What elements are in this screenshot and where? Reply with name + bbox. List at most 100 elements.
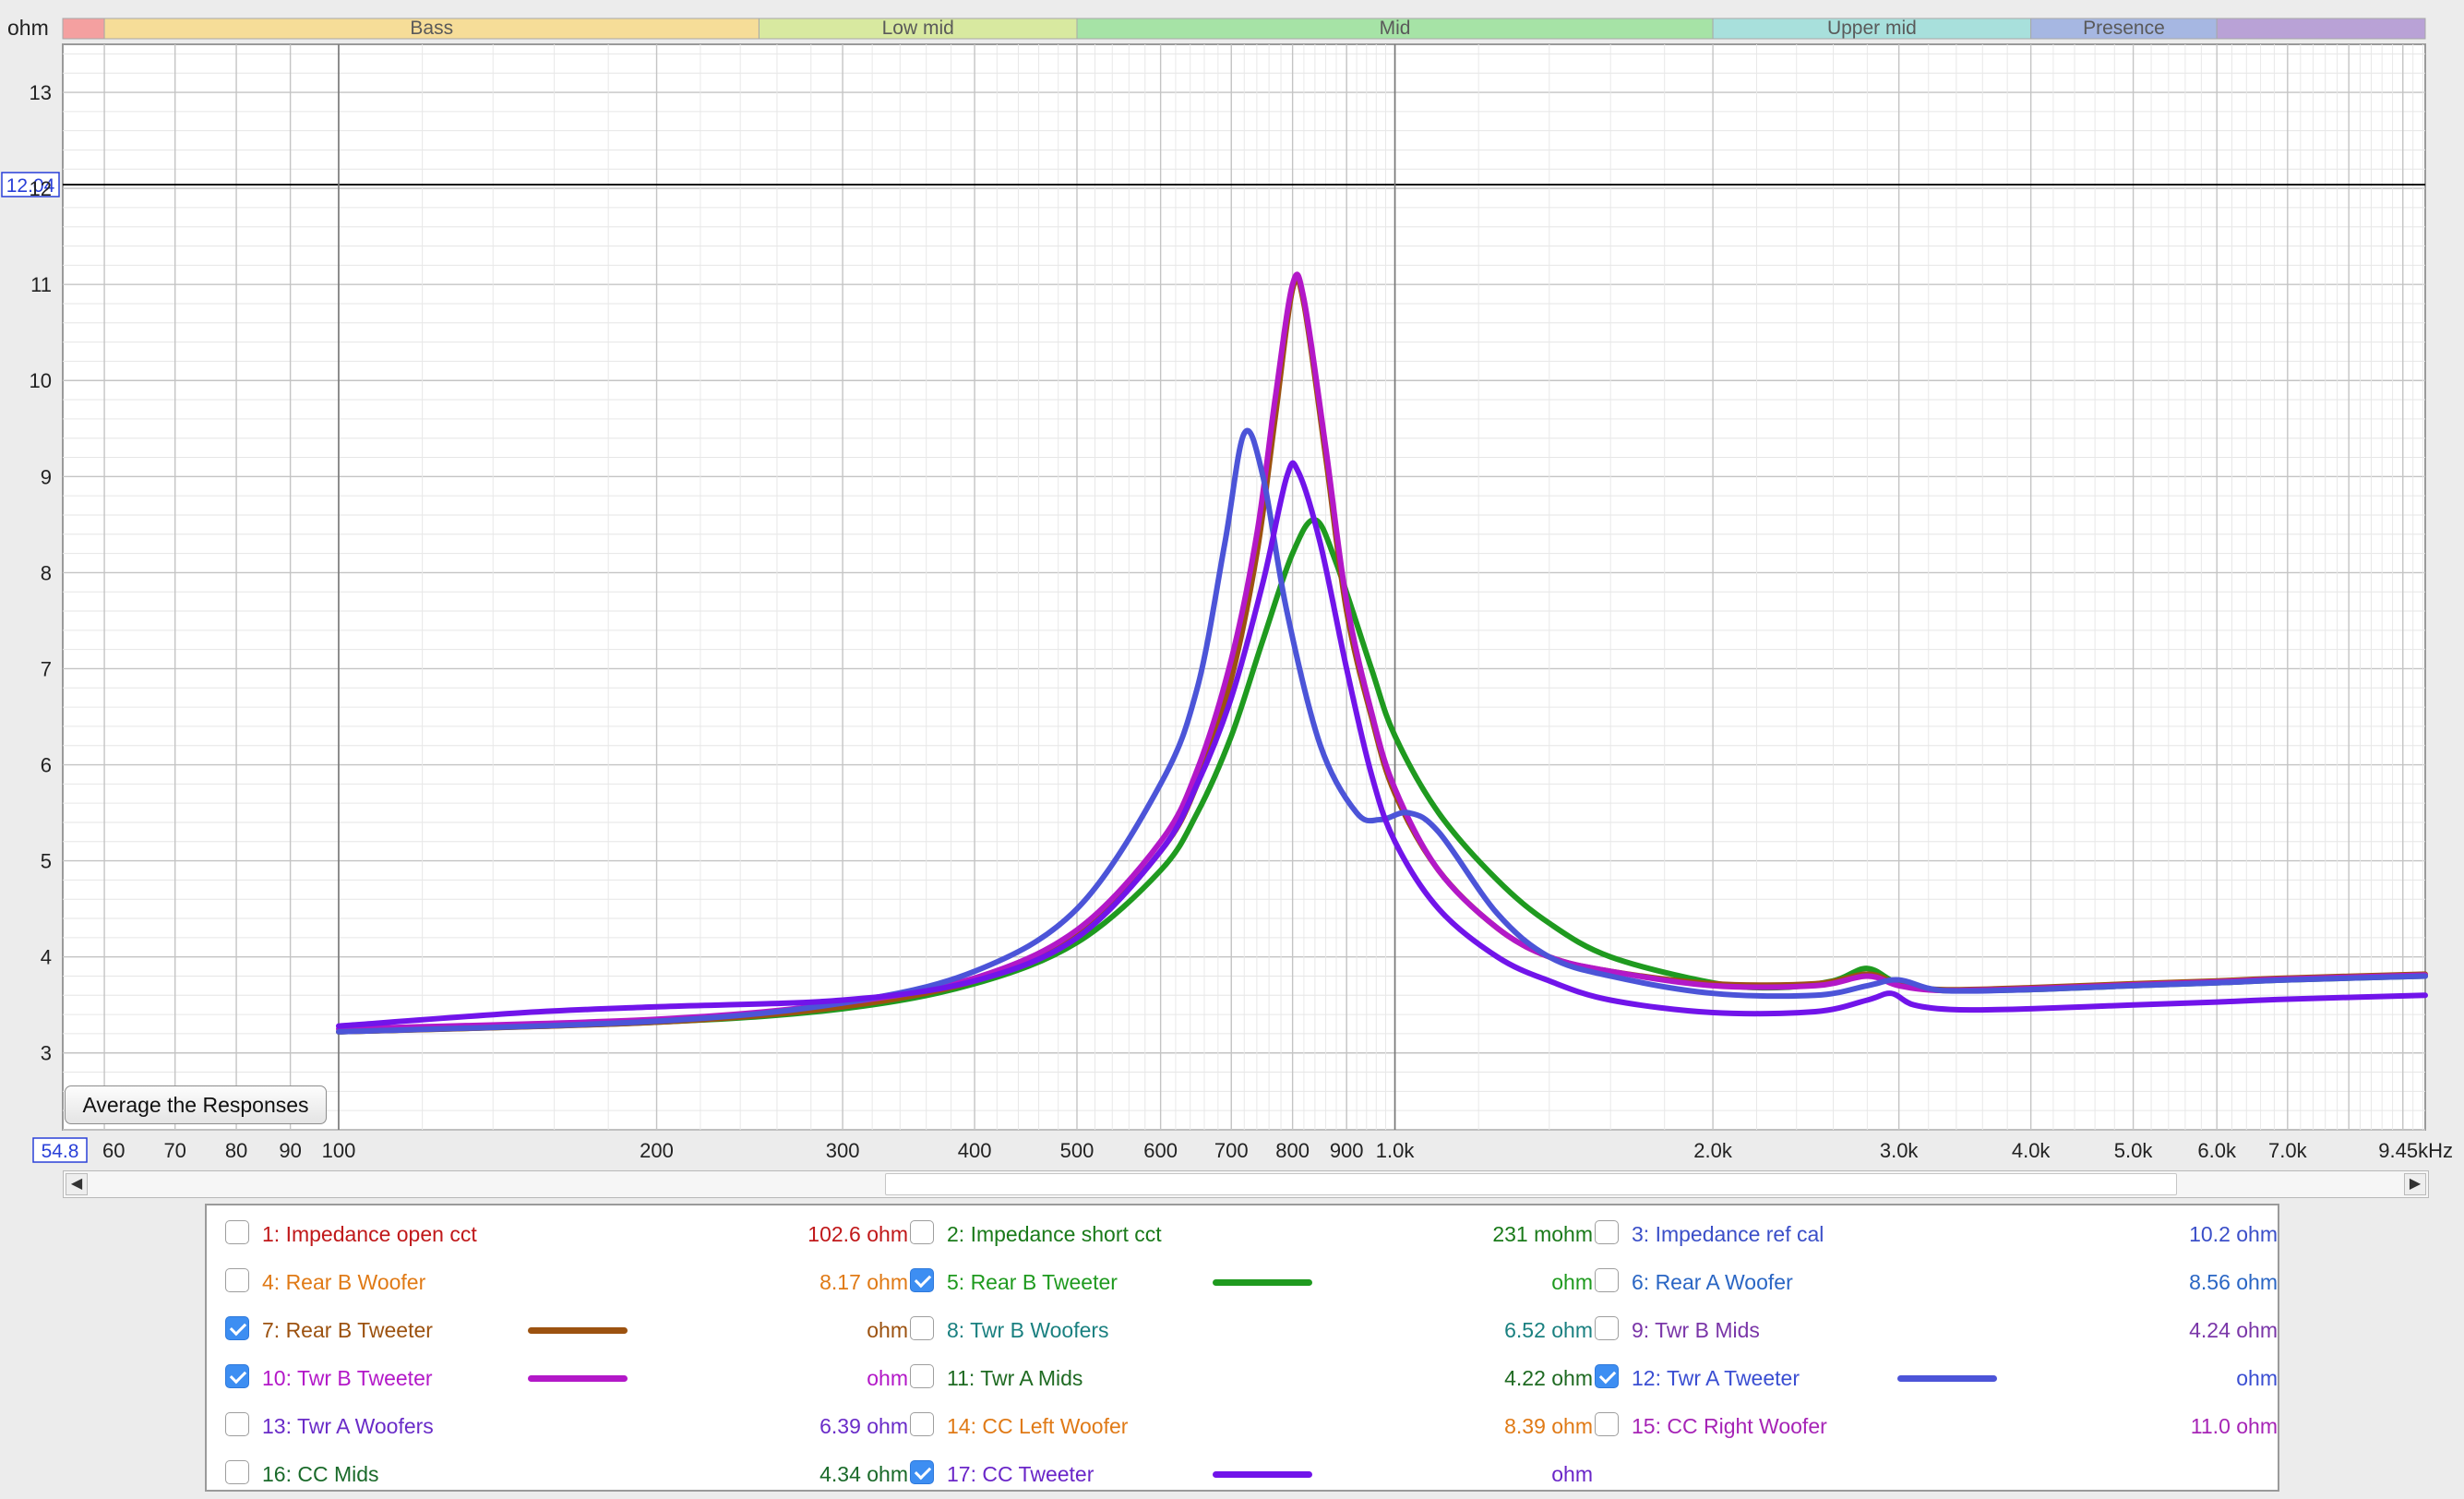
x-tick-label: 60 xyxy=(102,1139,125,1162)
measurement-legend: 1: Impedance open cct 102.6 ohm 2: Impedan… xyxy=(205,1204,2279,1492)
y-tick-label: 4 xyxy=(41,946,52,969)
legend-item[interactable]: 15: CC Right Woofer 11.0 ohm xyxy=(1595,1407,2278,1444)
legend-label: 12: Twr A Tweeter xyxy=(1632,1366,1800,1390)
legend-label: 8: Twr B Woofers xyxy=(947,1318,1109,1342)
legend-checkbox[interactable] xyxy=(910,1268,934,1292)
legend-checkbox[interactable] xyxy=(1595,1364,1619,1388)
legend-checkbox[interactable] xyxy=(225,1268,249,1292)
x-tick-label: 500 xyxy=(1060,1139,1094,1162)
frequency-bands: Bass Low mid Mid Upper mid Presence xyxy=(62,18,2426,40)
legend-item[interactable]: 8: Twr B Woofers 6.52 ohm xyxy=(910,1311,1593,1348)
legend-checkbox[interactable] xyxy=(225,1364,249,1388)
series-lines xyxy=(336,271,2428,1035)
x-tick-label: 3.0k xyxy=(1880,1139,1920,1162)
legend-checkbox[interactable] xyxy=(1595,1412,1619,1436)
legend-swatch xyxy=(1213,1279,1312,1286)
y-tick-label: 8 xyxy=(41,561,52,584)
legend-label: 16: CC Mids xyxy=(262,1462,379,1486)
legend-label: 15: CC Right Woofer xyxy=(1632,1414,1827,1438)
x-start-value: 54.8 xyxy=(42,1141,79,1162)
x-tick-label: 1.0k xyxy=(1376,1139,1416,1162)
y-tick-label: 5 xyxy=(41,850,52,873)
x-tick-label: 5.0k xyxy=(2114,1139,2154,1162)
legend-label: 2: Impedance short cct xyxy=(947,1222,1162,1246)
x-tick-label: 7.0k xyxy=(2268,1139,2308,1162)
legend-item[interactable]: 5: Rear B Tweeter ohm xyxy=(910,1263,1593,1300)
scroll-thumb[interactable] xyxy=(885,1173,2177,1195)
legend-item[interactable]: 13: Twr A Woofers 6.39 ohm xyxy=(225,1407,908,1444)
horizontal-scrollbar[interactable]: ◀ ▶ xyxy=(63,1170,2429,1198)
legend-label: 10: Twr B Tweeter xyxy=(262,1366,433,1390)
x-tick-label: 90 xyxy=(279,1139,301,1162)
y-tick-label: 12 xyxy=(30,177,52,200)
legend-item[interactable]: 4: Rear B Woofer 8.17 ohm xyxy=(225,1263,908,1300)
legend-value: 10.2 ohm xyxy=(2189,1222,2278,1246)
legend-checkbox[interactable] xyxy=(910,1364,934,1388)
legend-value: 102.6 ohm xyxy=(807,1222,908,1246)
x-tick-label: 2.0k xyxy=(1693,1139,1733,1162)
legend-checkbox[interactable] xyxy=(910,1316,934,1340)
band-label: Mid xyxy=(1380,18,1411,39)
legend-item[interactable]: 1: Impedance open cct 102.6 ohm xyxy=(225,1215,908,1252)
legend-checkbox[interactable] xyxy=(1595,1220,1619,1244)
legend-checkbox[interactable] xyxy=(225,1460,249,1484)
legend-item[interactable]: 14: CC Left Woofer 8.39 ohm xyxy=(910,1407,1593,1444)
legend-value: 8.17 ohm xyxy=(819,1270,908,1294)
legend-value: 4.24 ohm xyxy=(2189,1318,2278,1342)
legend-value: 231 mohm xyxy=(1492,1222,1593,1246)
y-tick-label: 7 xyxy=(41,657,52,680)
scroll-left-icon[interactable]: ◀ xyxy=(66,1173,88,1195)
legend-item[interactable]: 16: CC Mids 4.34 ohm xyxy=(225,1455,908,1492)
legend-checkbox[interactable] xyxy=(1595,1268,1619,1292)
legend-checkbox[interactable] xyxy=(1595,1316,1619,1340)
legend-checkbox[interactable] xyxy=(910,1460,934,1484)
scroll-right-icon[interactable]: ▶ xyxy=(2404,1173,2426,1195)
legend-item[interactable]: 9: Twr B Mids 4.24 ohm xyxy=(1595,1311,2278,1348)
x-tick-label: 900 xyxy=(1330,1139,1364,1162)
legend-checkbox[interactable] xyxy=(910,1412,934,1436)
legend-value: 8.56 ohm xyxy=(2189,1270,2278,1294)
band-label: Presence xyxy=(2083,18,2165,39)
x-tick-label: 700 xyxy=(1214,1139,1249,1162)
legend-item[interactable]: 17: CC Tweeter ohm xyxy=(910,1455,1593,1492)
legend-value: 4.22 ohm xyxy=(1504,1366,1593,1390)
series-line-3 xyxy=(336,427,2428,1035)
x-tick-label: 600 xyxy=(1143,1139,1178,1162)
legend-swatch xyxy=(1897,1375,1997,1382)
legend-value: 6.52 ohm xyxy=(1504,1318,1593,1342)
x-tick-label: 6.0k xyxy=(2197,1139,2237,1162)
legend-item[interactable]: 2: Impedance short cct 231 mohm xyxy=(910,1215,1593,1252)
x-tick-label: 200 xyxy=(640,1139,674,1162)
band-label: Upper mid xyxy=(1827,18,1917,39)
average-responses-button[interactable]: Average the Responses xyxy=(65,1085,327,1124)
grid xyxy=(63,44,2425,1131)
legend-label: 14: CC Left Woofer xyxy=(947,1414,1129,1438)
legend-checkbox[interactable] xyxy=(225,1316,249,1340)
legend-checkbox[interactable] xyxy=(225,1412,249,1436)
x-tick-label: 9.45kHz xyxy=(2378,1139,2453,1162)
legend-value: ohm xyxy=(1551,1270,1593,1294)
legend-item[interactable]: 12: Twr A Tweeter ohm xyxy=(1595,1359,2278,1396)
legend-label: 17: CC Tweeter xyxy=(947,1462,1094,1486)
x-tick-label: 70 xyxy=(163,1139,185,1162)
band-label: Low mid xyxy=(882,18,954,39)
legend-swatch xyxy=(1213,1471,1312,1478)
x-tick-label: 80 xyxy=(225,1139,247,1162)
legend-label: 13: Twr A Woofers xyxy=(262,1414,434,1438)
legend-value: 4.34 ohm xyxy=(819,1462,908,1486)
legend-item[interactable]: 10: Twr B Tweeter ohm xyxy=(225,1359,908,1396)
legend-label: 4: Rear B Woofer xyxy=(262,1270,426,1294)
legend-checkbox[interactable] xyxy=(225,1220,249,1244)
legend-label: 11: Twr A Mids xyxy=(947,1366,1083,1390)
legend-value: 11.0 ohm xyxy=(2190,1414,2278,1438)
legend-item[interactable]: 6: Rear A Woofer 8.56 ohm xyxy=(1595,1263,2278,1300)
legend-item[interactable]: 7: Rear B Tweeter ohm xyxy=(225,1311,908,1348)
legend-checkbox[interactable] xyxy=(910,1220,934,1244)
legend-value: 6.39 ohm xyxy=(819,1414,908,1438)
legend-item[interactable]: 3: Impedance ref cal 10.2 ohm xyxy=(1595,1215,2278,1252)
y-tick-label: 11 xyxy=(30,273,52,296)
legend-value: ohm xyxy=(867,1366,908,1390)
band-label: Bass xyxy=(410,18,453,39)
cursor-y-value: 12.04 xyxy=(6,175,55,197)
legend-item[interactable]: 11: Twr A Mids 4.22 ohm xyxy=(910,1359,1593,1396)
